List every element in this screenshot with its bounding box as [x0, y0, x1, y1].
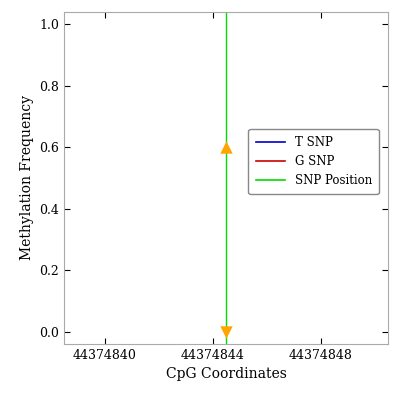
Y-axis label: Methylation Frequency: Methylation Frequency: [20, 96, 34, 260]
Legend: T SNP, G SNP, SNP Position: T SNP, G SNP, SNP Position: [248, 129, 379, 194]
Point: [223, 144, 229, 150]
X-axis label: CpG Coordinates: CpG Coordinates: [166, 368, 286, 382]
Point: [223, 328, 229, 335]
